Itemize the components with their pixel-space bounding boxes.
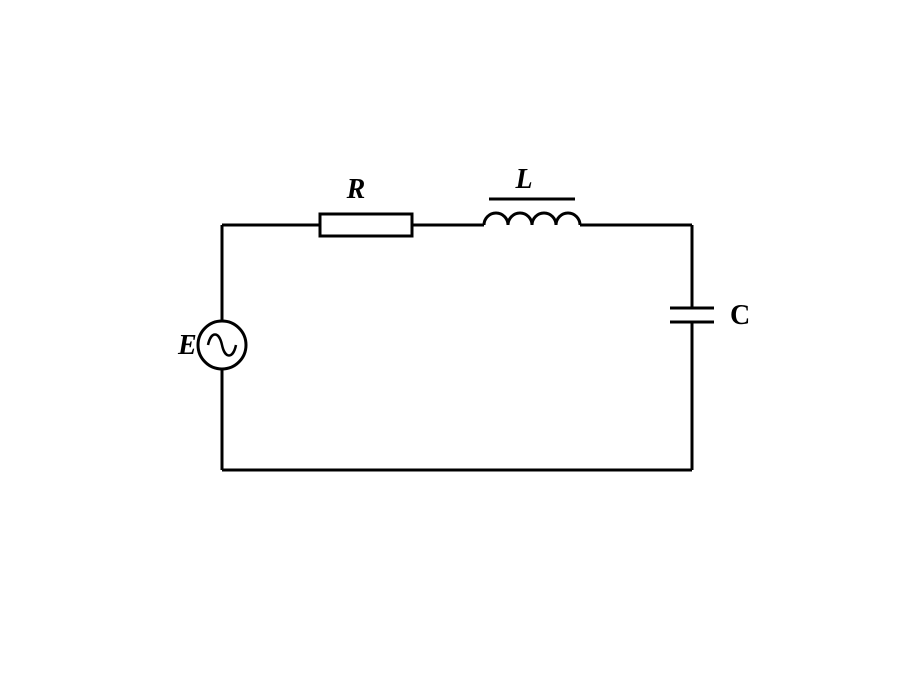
resistor-label: R bbox=[346, 174, 366, 205]
capacitor-label: C bbox=[730, 300, 750, 331]
inductor-label: L bbox=[514, 164, 532, 195]
resistor-box bbox=[320, 214, 412, 236]
ac-source-sine bbox=[208, 335, 236, 356]
rlc-circuit-diagram: E R L C bbox=[0, 0, 920, 690]
inductor-coils bbox=[484, 213, 580, 225]
source-label: E bbox=[177, 330, 197, 361]
